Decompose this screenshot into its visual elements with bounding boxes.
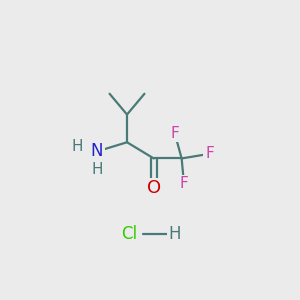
Text: H: H — [71, 140, 83, 154]
Text: O: O — [147, 179, 161, 197]
Text: F: F — [205, 146, 214, 161]
Text: H: H — [168, 224, 181, 242]
Text: Cl: Cl — [121, 224, 137, 242]
Text: H: H — [91, 163, 103, 178]
Text: N: N — [91, 142, 103, 160]
Text: F: F — [180, 176, 188, 191]
Text: F: F — [170, 125, 179, 140]
